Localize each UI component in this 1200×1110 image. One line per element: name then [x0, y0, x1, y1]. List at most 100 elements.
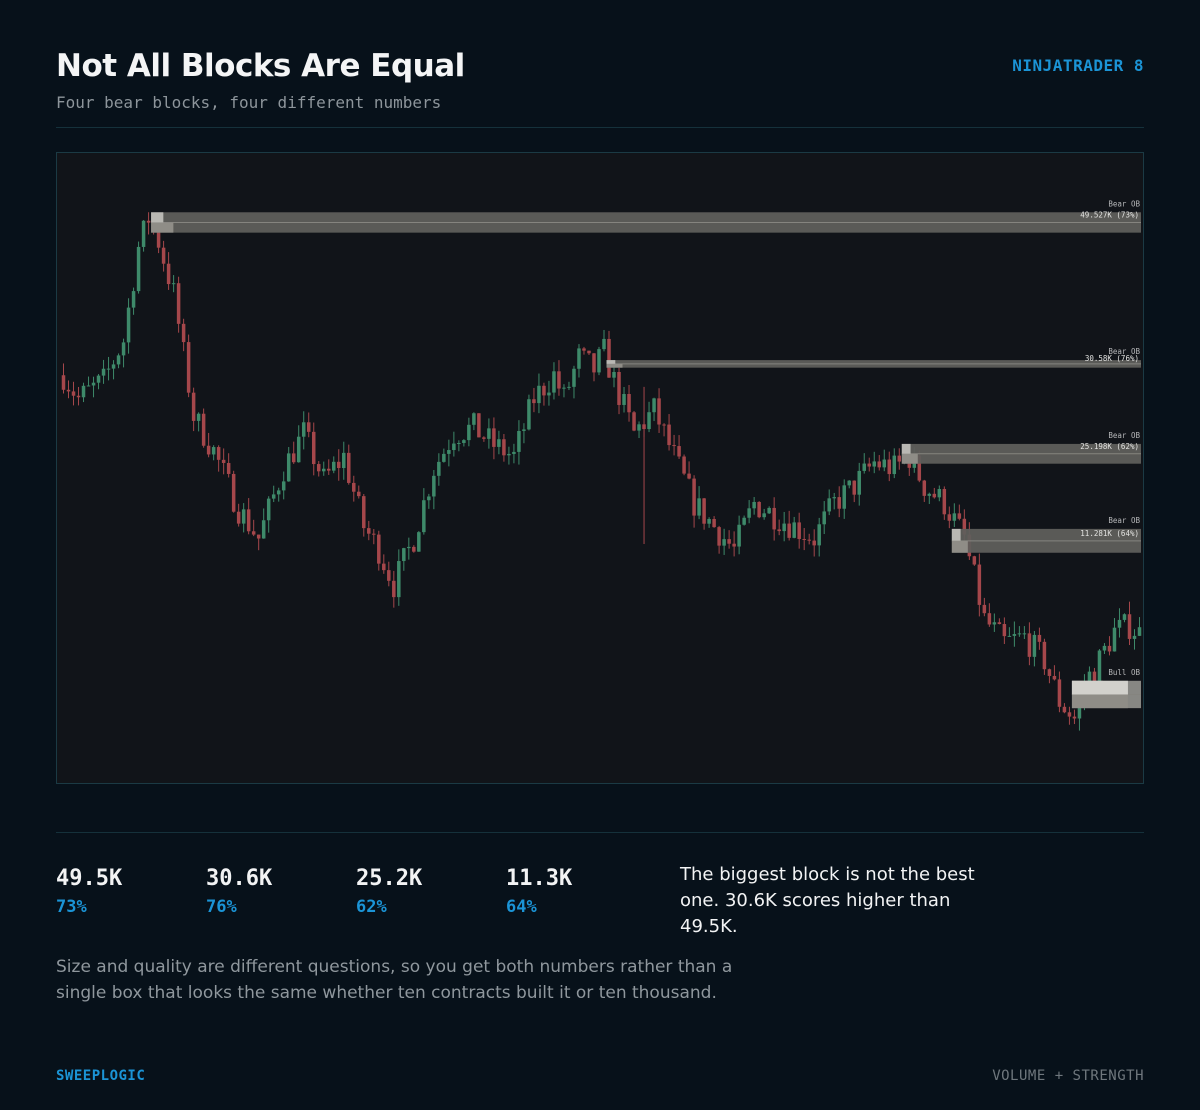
candle [897, 448, 902, 470]
candle [377, 530, 381, 571]
candle-body [787, 523, 791, 538]
candle-body [196, 413, 201, 421]
candle [387, 561, 391, 587]
candle-body [782, 523, 786, 532]
candle [402, 547, 406, 571]
stat-strength: 64% [506, 897, 537, 917]
candle [707, 517, 711, 528]
candle-body [1132, 635, 1137, 639]
candle-body [261, 520, 266, 539]
candle [91, 376, 96, 398]
candle [747, 500, 751, 524]
candle-body [792, 522, 796, 538]
candle [1017, 626, 1022, 637]
candle-body [957, 513, 962, 519]
candle-body [622, 394, 626, 405]
candle-body [256, 534, 261, 539]
candle-body [582, 348, 586, 351]
candle-body [291, 453, 296, 463]
candle-body [562, 387, 566, 389]
candle-body [897, 455, 902, 462]
candle-body [517, 430, 521, 452]
candle-body [702, 498, 706, 524]
candle [136, 241, 141, 294]
candle [537, 373, 541, 414]
candle [1057, 671, 1062, 713]
candle-body [542, 385, 546, 396]
candle [367, 520, 371, 541]
candle-body [507, 453, 511, 456]
candle [692, 475, 696, 528]
candle [276, 487, 281, 502]
candle [612, 364, 616, 388]
candle [372, 529, 376, 545]
candle [246, 498, 251, 535]
candle-body [917, 455, 922, 481]
candle-body [707, 519, 711, 524]
candle-body [321, 468, 326, 472]
candle [1097, 649, 1102, 685]
candle-body [747, 508, 751, 518]
candle [497, 430, 501, 455]
candle-body [136, 246, 141, 292]
block-label: Bear OB [1108, 347, 1140, 356]
candle [862, 453, 866, 474]
candle [992, 613, 997, 632]
candle-body [647, 412, 651, 430]
candle-body [717, 527, 721, 546]
block-strength-segment [606, 360, 616, 364]
block-label: Bull OB [1108, 668, 1140, 677]
candle [1127, 601, 1132, 646]
candle-body [1137, 627, 1142, 636]
candle-body [662, 424, 666, 426]
candle [702, 497, 706, 530]
candle-body [467, 424, 471, 441]
candle [352, 475, 356, 502]
candle [987, 603, 992, 627]
candle [291, 441, 296, 464]
candle [847, 480, 851, 489]
section-divider [56, 832, 1144, 833]
candle [767, 506, 771, 515]
candle [347, 444, 351, 485]
candle-body [1057, 679, 1062, 707]
candle [342, 441, 346, 480]
candle-body [632, 412, 636, 431]
candle [266, 496, 271, 533]
candle [892, 448, 897, 479]
candle [947, 506, 952, 529]
body-text: Size and quality are different questions… [56, 957, 733, 1003]
candle-body [412, 546, 416, 552]
candle-body [1027, 633, 1032, 657]
candle-body [532, 399, 536, 404]
candle-body [682, 456, 686, 474]
block-volume-segment [606, 363, 623, 368]
candle [427, 493, 431, 509]
stat-strength: 73% [56, 897, 87, 917]
block-strength-segment [901, 443, 911, 454]
candle-body [216, 447, 221, 460]
candle [231, 470, 236, 513]
candle [467, 417, 471, 447]
candle-body [1042, 641, 1047, 670]
candle [206, 432, 211, 458]
candle [1117, 608, 1122, 638]
candle [1067, 706, 1072, 725]
candle-body [797, 522, 801, 539]
block-volume-segment [151, 222, 174, 233]
candle [742, 515, 746, 526]
candle [442, 448, 446, 463]
candle [397, 549, 401, 606]
candle [712, 516, 716, 528]
candle [817, 517, 821, 557]
candle-body [332, 461, 336, 471]
candle [607, 330, 611, 378]
candle-body [372, 533, 376, 535]
candle-body [547, 392, 551, 396]
candle [116, 353, 121, 369]
candle [417, 531, 421, 552]
candle-body [211, 447, 216, 455]
candle [882, 449, 887, 472]
candle-body [762, 513, 766, 518]
candle [146, 212, 151, 235]
